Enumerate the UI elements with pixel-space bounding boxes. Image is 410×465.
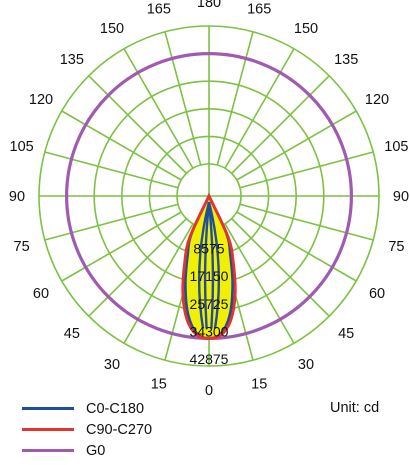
legend-swatch-c90-c270 (22, 428, 74, 431)
angle-tick-label-45-left: 45 (64, 326, 80, 342)
grid-spoke-255 (44, 151, 179, 189)
angle-tick-label-90-left: 90 (9, 189, 25, 205)
legend-label-g0: G0 (86, 442, 106, 459)
legend-swatch-c0-c180 (22, 407, 74, 410)
angle-tick-label-30-right: 30 (298, 357, 314, 373)
angle-tick-label-75-left: 75 (14, 239, 30, 255)
grid-spoke-285 (44, 203, 179, 241)
grid-spoke-30 (224, 223, 295, 344)
angle-tick-label-15-left: 15 (151, 376, 167, 392)
angle-tick-labels: 0 15 15 30 30 45 45 60 60 75 75 90 90 105 105 120 120 135… (9, 0, 409, 399)
grid-spoke-150 (224, 48, 295, 169)
grid-spoke-330 (123, 223, 194, 344)
angle-tick-label-150-left: 150 (100, 21, 124, 37)
grid-spoke-60 (236, 211, 357, 282)
angle-tick-label-15-right: 15 (251, 376, 267, 392)
radial-tick-label-4: 42875 (190, 351, 229, 367)
grid-spoke-105 (239, 151, 374, 189)
angle-tick-label-60-right: 60 (369, 286, 385, 302)
grid-spoke-225 (88, 75, 187, 174)
grid-spoke-120 (236, 110, 357, 181)
angle-tick-label-120-left: 120 (29, 92, 53, 108)
angle-tick-label-60-left: 60 (33, 286, 49, 302)
series-line-c90-c270 (181, 192, 237, 340)
angle-tick-label-165-right: 165 (247, 2, 271, 18)
angle-tick-label-45-right: 45 (338, 326, 354, 342)
grid-spoke-45 (231, 218, 330, 317)
grid-spoke-195 (164, 31, 202, 166)
grid-spoke-300 (61, 211, 182, 282)
legend-swatch-g0 (22, 449, 74, 452)
legend-item-g0: G0 (22, 440, 152, 461)
legend-label-c0-c180: C0-C180 (86, 400, 145, 417)
grid-spoke-210 (123, 48, 194, 169)
angle-tick-label-180-right: 180 (197, 0, 221, 11)
series-streak-c0-0 (197, 201, 211, 329)
angle-tick-label-135-left: 135 (60, 52, 84, 68)
unit-label: Unit: cd (330, 400, 380, 416)
angle-tick-label-105-left: 105 (10, 139, 34, 155)
angle-tick-label-150-right: 150 (294, 21, 318, 37)
radial-tick-label-0: 8575 (193, 241, 224, 257)
angle-tick-label-75-right: 75 (388, 239, 404, 255)
series-streak-c0-1 (203, 201, 211, 329)
legend-item-c90-c270: C90-C270 (22, 419, 152, 440)
distribution-fill (182, 196, 236, 339)
grid-spoke-135 (231, 75, 330, 174)
angle-tick-label-0-right: 0 (205, 383, 213, 399)
angle-tick-label-105-right: 105 (384, 139, 408, 155)
radial-tick-label-3: 34300 (190, 323, 229, 339)
series-streak-c0-3 (207, 201, 221, 329)
radial-tick-label-2: 25725 (190, 296, 229, 312)
grid-spoke-315 (88, 218, 187, 317)
angle-tick-label-30-left: 30 (104, 357, 120, 373)
series-streak-c0-2 (207, 201, 215, 329)
legend-label-c90-c270: C90-C270 (86, 421, 153, 438)
grid-spoke-240 (61, 110, 182, 181)
angle-tick-label-90-right: 90 (393, 189, 409, 205)
series-lines (65, 52, 353, 340)
distribution-fill-area (182, 196, 236, 339)
legend-item-c0-c180: C0-C180 (22, 398, 152, 419)
angle-tick-label-165-left: 165 (147, 2, 171, 18)
radial-tick-labels: 8575 17150 25725 34300 42875 (190, 241, 229, 367)
angle-tick-label-120-right: 120 (365, 92, 389, 108)
legend: C0-C180 C90-C270 G0 (22, 398, 152, 461)
radial-tick-label-1: 17150 (190, 268, 229, 284)
grid-spoke-75 (239, 203, 374, 241)
grid-spoke-165 (216, 31, 254, 166)
angle-tick-label-135-right: 135 (334, 52, 358, 68)
